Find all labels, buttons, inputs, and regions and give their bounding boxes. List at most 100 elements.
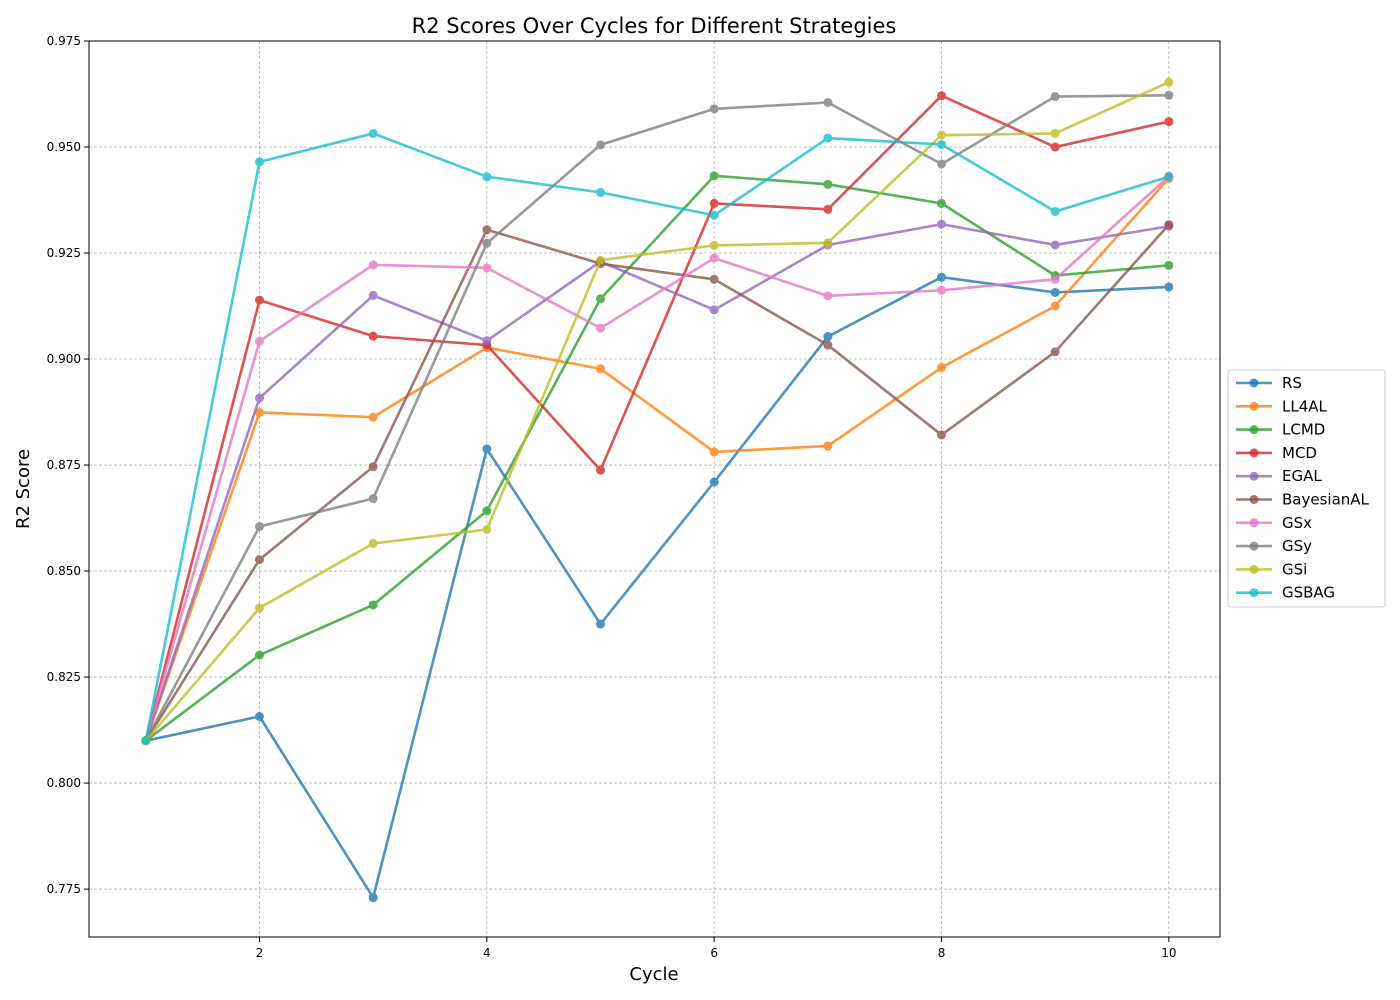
data-point-gsbag bbox=[1164, 172, 1174, 182]
x-tick-label: 6 bbox=[710, 946, 718, 960]
series-line-gsx bbox=[144, 175, 1170, 742]
y-tick-label: 0.775 bbox=[47, 882, 81, 896]
data-point-egal bbox=[937, 219, 947, 229]
data-point-gsy bbox=[823, 97, 833, 107]
data-point-gsbag bbox=[596, 187, 606, 197]
data-point-gsx bbox=[368, 260, 378, 270]
data-point-gsi bbox=[1050, 128, 1060, 138]
legend-swatch-marker bbox=[1249, 448, 1259, 458]
legend-item-ll4al: LL4AL bbox=[1236, 397, 1328, 415]
x-tick-label: 2 bbox=[256, 946, 264, 960]
data-point-bayesianal bbox=[368, 462, 378, 472]
data-point-lcmd bbox=[709, 171, 719, 181]
data-point-gsy bbox=[937, 159, 947, 169]
series-line-gsi bbox=[144, 80, 1170, 742]
y-tick-label: 0.950 bbox=[47, 140, 81, 154]
data-point-bayesianal bbox=[1164, 220, 1174, 230]
legend-swatch-marker bbox=[1249, 541, 1259, 551]
legend-label: MCD bbox=[1282, 444, 1317, 462]
y-tick-label: 0.900 bbox=[47, 352, 81, 366]
chart-title: R2 Scores Over Cycles for Different Stra… bbox=[412, 14, 897, 38]
data-point-gsbag bbox=[482, 172, 492, 182]
legend-swatch-marker bbox=[1249, 564, 1259, 574]
data-point-gsi bbox=[368, 538, 378, 548]
data-point-mcd bbox=[368, 331, 378, 341]
data-point-gsy bbox=[1050, 92, 1060, 102]
data-point-lcmd bbox=[368, 600, 378, 610]
data-point-egal bbox=[255, 393, 265, 403]
data-point-ll4al bbox=[709, 447, 719, 457]
legend-item-egal: EGAL bbox=[1236, 467, 1322, 485]
data-point-gsy bbox=[255, 522, 265, 532]
data-point-gsx bbox=[482, 263, 492, 273]
legend-label: GSi bbox=[1282, 560, 1307, 578]
legend-item-gsi: GSi bbox=[1236, 560, 1307, 578]
series-line-egal bbox=[144, 222, 1170, 742]
data-point-gsi bbox=[823, 238, 833, 248]
legend-item-gsy: GSy bbox=[1236, 537, 1312, 555]
legend-item-bayesianal: BayesianAL bbox=[1236, 491, 1370, 509]
data-point-gsx bbox=[937, 285, 947, 295]
legend-swatch-marker bbox=[1249, 401, 1259, 411]
data-point-gsi bbox=[709, 240, 719, 250]
data-point-gsbag bbox=[709, 210, 719, 220]
data-point-bayesianal bbox=[823, 340, 833, 350]
data-point-gsy bbox=[482, 238, 492, 248]
legend-item-gsbag: GSBAG bbox=[1236, 584, 1335, 602]
data-point-rs bbox=[368, 893, 378, 903]
series-line-ll4al bbox=[144, 177, 1170, 742]
y-tick-label: 0.925 bbox=[47, 246, 81, 260]
y-tick-label: 0.875 bbox=[47, 458, 81, 472]
data-point-gsy bbox=[596, 140, 606, 150]
legend-item-lcmd: LCMD bbox=[1236, 421, 1325, 439]
data-point-gsbag bbox=[141, 736, 151, 746]
x-tick-label: 10 bbox=[1161, 946, 1176, 960]
data-point-egal bbox=[709, 305, 719, 315]
data-point-rs bbox=[596, 619, 606, 629]
x-tick-label: 8 bbox=[938, 946, 946, 960]
data-point-ll4al bbox=[368, 412, 378, 422]
data-point-mcd bbox=[709, 198, 719, 208]
data-point-gsbag bbox=[368, 128, 378, 138]
data-point-gsbag bbox=[1050, 206, 1060, 216]
data-point-lcmd bbox=[482, 506, 492, 516]
data-point-ll4al bbox=[937, 363, 947, 373]
data-point-gsx bbox=[1050, 274, 1060, 284]
data-point-gsi bbox=[482, 524, 492, 534]
y-tick-label: 0.975 bbox=[47, 34, 81, 48]
data-point-gsx bbox=[823, 291, 833, 301]
legend-swatch-marker bbox=[1249, 471, 1259, 481]
data-point-gsx bbox=[709, 253, 719, 263]
data-point-gsy bbox=[368, 494, 378, 504]
legend-item-mcd: MCD bbox=[1236, 444, 1317, 462]
legend-label: RS bbox=[1282, 374, 1302, 392]
data-point-bayesianal bbox=[1050, 347, 1060, 357]
data-point-gsx bbox=[255, 336, 265, 346]
data-point-gsi bbox=[255, 603, 265, 613]
data-point-egal bbox=[1050, 240, 1060, 250]
legend-label: GSBAG bbox=[1282, 584, 1335, 602]
data-point-lcmd bbox=[937, 198, 947, 208]
legend-label: LL4AL bbox=[1282, 397, 1328, 415]
data-point-ll4al bbox=[255, 407, 265, 417]
data-point-bayesianal bbox=[709, 274, 719, 284]
series-line-lcmd bbox=[145, 174, 1169, 742]
y-tick-label: 0.850 bbox=[47, 564, 81, 578]
data-point-mcd bbox=[937, 91, 947, 101]
plot-frame bbox=[88, 40, 1221, 938]
grid-layer bbox=[89, 40, 1220, 937]
data-point-egal bbox=[482, 336, 492, 346]
data-point-lcmd bbox=[823, 179, 833, 189]
data-point-lcmd bbox=[1164, 260, 1174, 270]
x-tick-label: 4 bbox=[483, 946, 491, 960]
legend-label: EGAL bbox=[1282, 467, 1322, 485]
data-point-gsbag bbox=[823, 133, 833, 143]
data-point-gsbag bbox=[937, 139, 947, 149]
data-point-rs bbox=[937, 272, 947, 282]
data-point-egal bbox=[368, 290, 378, 300]
data-point-rs bbox=[823, 332, 833, 342]
data-point-mcd bbox=[255, 295, 265, 305]
data-point-rs bbox=[255, 711, 265, 721]
data-point-gsi bbox=[1164, 77, 1174, 87]
data-point-rs bbox=[1164, 282, 1174, 292]
